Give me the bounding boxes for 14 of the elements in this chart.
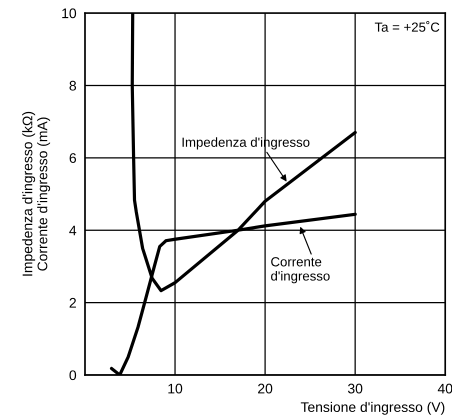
annotation: Corrente d'ingresso bbox=[271, 257, 330, 284]
y-tick-label: 10 bbox=[62, 8, 76, 18]
x-axis-title: Tensione d'ingresso (V) bbox=[300, 402, 444, 415]
x-tick-label: 10 bbox=[168, 384, 182, 394]
y-tick-label: 4 bbox=[69, 226, 76, 236]
y-tick-label: 8 bbox=[70, 80, 76, 91]
x-tick-label: 20 bbox=[258, 384, 272, 394]
x-tick-label: 30 bbox=[348, 384, 362, 394]
y-axis-title: Impedenza d'ingresso (kΩ) Corrente d'ingresso (mA) bbox=[22, 112, 50, 276]
x-tick-label: 40 bbox=[438, 384, 452, 394]
y-tick-label: 0 bbox=[69, 370, 76, 380]
y-tick-label: 6 bbox=[70, 153, 76, 163]
y-tick-label: 2 bbox=[70, 298, 76, 308]
annotation: Ta = +25˚C bbox=[374, 21, 440, 32]
